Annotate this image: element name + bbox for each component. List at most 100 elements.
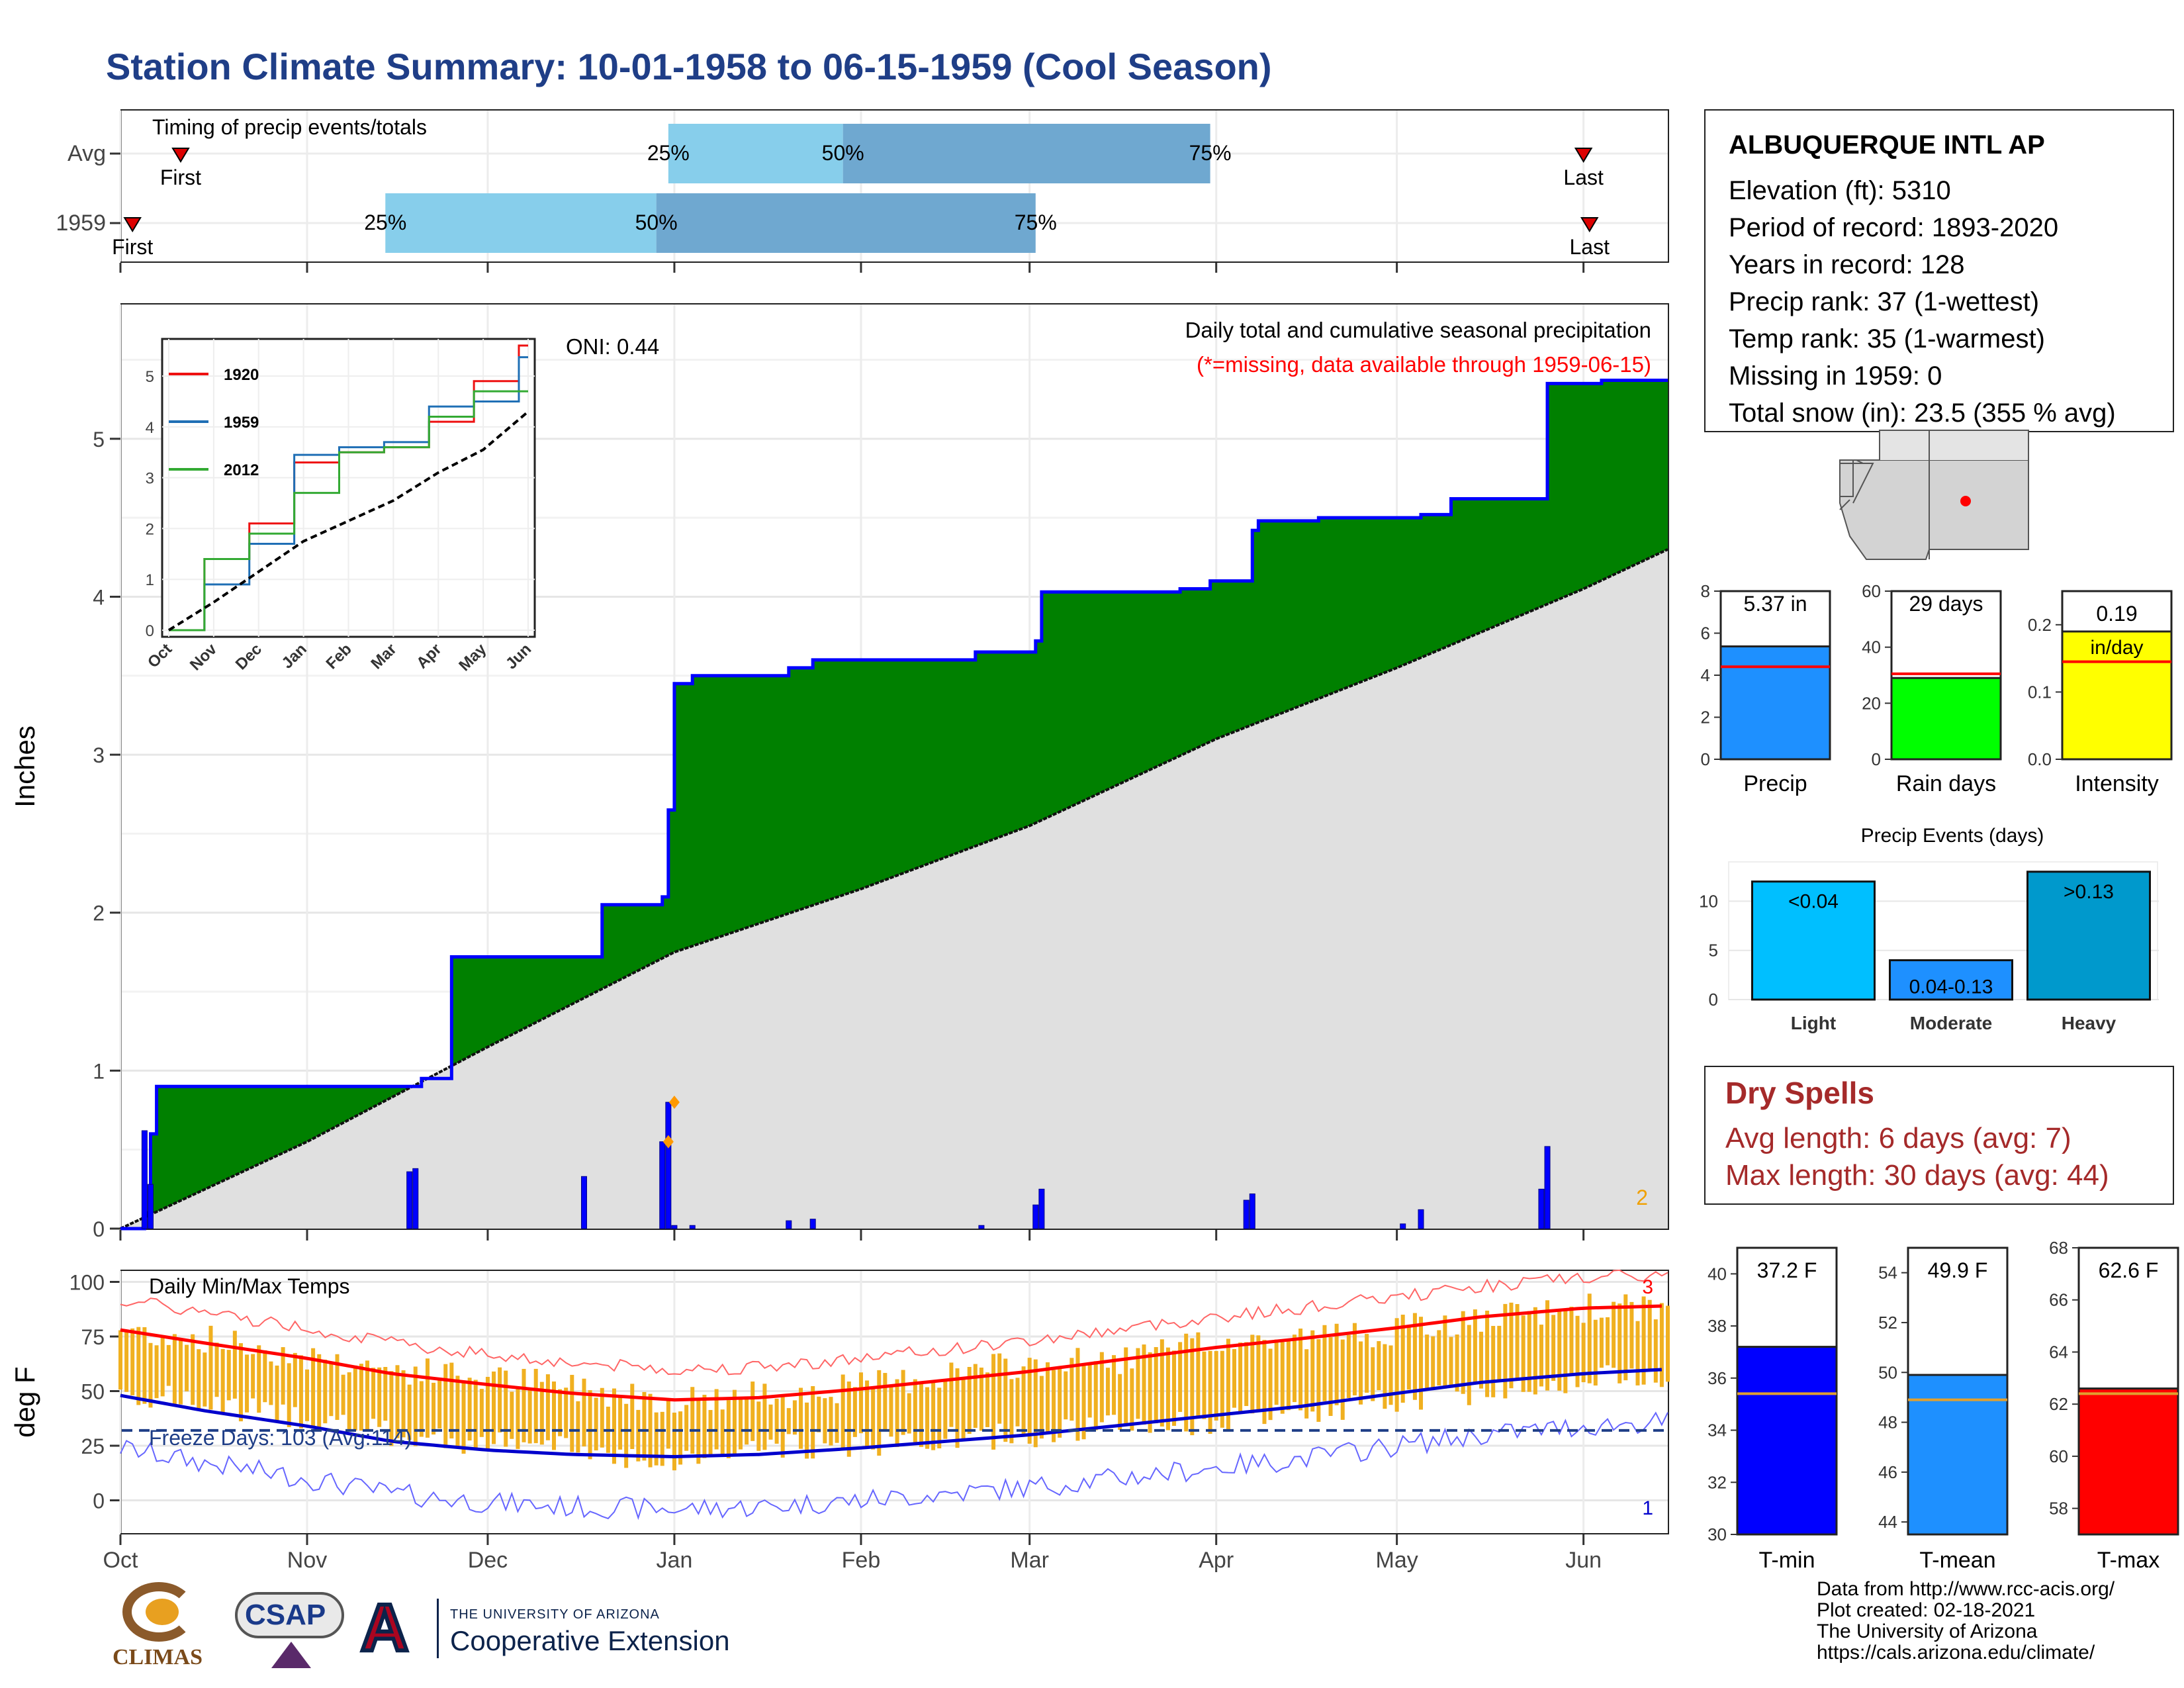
dry-spells-panel: Dry Spells Avg length: 6 days (avg: 7) M…: [1704, 1066, 2174, 1205]
dry-spells-avg: Avg length: 6 days (avg: 7): [1725, 1122, 2071, 1154]
station-snow: Total snow (in): 23.5 (355 % avg): [1729, 399, 2116, 428]
events-ytick-label: 0: [1709, 990, 1718, 1009]
temp-summary-value: 62.6 F: [2099, 1258, 2159, 1282]
ua-name: THE UNIVERSITY OF ARIZONA: [450, 1607, 660, 1622]
station-elevation: Elevation (ft): 5310: [1729, 176, 1951, 205]
month-tick-label: Jan: [657, 1548, 693, 1573]
temp-summary-frame: [1736, 1246, 1838, 1536]
month-tick-label: Mar: [1010, 1548, 1049, 1573]
summary-bar: [1890, 677, 2002, 761]
summary-bar: [1719, 645, 1831, 761]
climas-wordmark: CLIMAS: [113, 1645, 203, 1669]
state-outlines: [1839, 430, 2029, 560]
dry-spells-max: Max length: 30 days (avg: 44): [1725, 1159, 2109, 1192]
temp-summary-ytick-label: 36: [1707, 1368, 1727, 1388]
temp-ytick-label: 50: [81, 1380, 105, 1404]
csap-wordmark: CSAP: [245, 1599, 326, 1631]
ua-block-a-icon: A: [359, 1589, 410, 1667]
precip-event-bar: [1889, 959, 2013, 1001]
temp-ytick-label: 100: [69, 1271, 105, 1295]
month-tick-label: Feb: [842, 1548, 881, 1573]
timing-row-label: 1959: [56, 211, 106, 236]
precip-event-label: Moderate: [1910, 1013, 1992, 1033]
temp-summary-ytick-label: 40: [1707, 1264, 1727, 1284]
precip-ytick-label: 5: [93, 428, 105, 451]
events-ytick-label: 10: [1699, 891, 1718, 911]
summary-ytick-label: 8: [1701, 581, 1710, 601]
dry-spells-title: Dry Spells: [1725, 1076, 1874, 1110]
csap-cloud: [235, 1592, 344, 1638]
temp-chart-frame: [120, 1270, 1669, 1534]
temp-summary-ytick-label: 38: [1707, 1316, 1727, 1336]
university-of-arizona-logo: A THE UNIVERSITY OF ARIZONA Cooperative …: [359, 1589, 758, 1668]
station-name: ALBUQUERQUE INTL AP: [1729, 130, 2045, 160]
station-location-marker: [1960, 496, 1971, 506]
month-tick-label: May: [1376, 1548, 1418, 1573]
precip-ytick-label: 4: [93, 585, 105, 609]
summary-bar-label: Rain days: [1896, 771, 1996, 796]
precip-event-label: Light: [1791, 1013, 1836, 1033]
summary-ytick-label: 0.1: [2028, 682, 2052, 702]
summary-ytick-label: 0.2: [2028, 615, 2052, 635]
temp-summary-ytick-label: 54: [1878, 1263, 1897, 1283]
credit-line: Plot created: 02-18-2021: [1817, 1599, 2036, 1621]
precip-ytick-label: 0: [93, 1217, 105, 1241]
temp-summary-label: T-max: [2097, 1548, 2160, 1573]
temp-summary-ytick-label: 62: [2049, 1394, 2068, 1414]
temp-ytick-label: 25: [81, 1434, 105, 1458]
page-title: Station Climate Summary: 10-01-1958 to 0…: [106, 46, 1272, 87]
summary-ytick-label: 0: [1701, 749, 1710, 769]
climas-sun: [146, 1599, 179, 1625]
precip-event-value: >0.13: [2064, 881, 2114, 903]
csap-mountain: [271, 1642, 311, 1668]
summary-bar: [2061, 630, 2173, 761]
temp-summary-ytick-label: 30: [1707, 1524, 1727, 1544]
summary-ytick-label: 60: [1862, 581, 1881, 601]
precip-events-title: Precip Events (days): [1861, 825, 2044, 847]
month-tick-label: Nov: [287, 1548, 327, 1573]
temp-summary-value: 49.9 F: [1928, 1258, 1988, 1282]
station-years: Years in record: 128: [1729, 250, 1965, 279]
temp-summary-ytick-label: 52: [1878, 1313, 1897, 1333]
temp-summary-ytick-label: 58: [2049, 1499, 2068, 1519]
summary-bar-frame: [1719, 590, 1831, 761]
temp-summary-value: 37.2 F: [1757, 1258, 1817, 1282]
month-tick-label: Apr: [1199, 1548, 1234, 1573]
precip-events-plot: [1728, 861, 2158, 1000]
summary-value-label: 5.37 in: [1743, 592, 1807, 616]
summary-bar-frame: [1890, 590, 2002, 761]
temp-summary-frame: [2077, 1246, 2179, 1536]
summary-bar-label: Intensity: [2075, 771, 2159, 796]
station-missing: Missing in 1959: 0: [1729, 361, 1942, 391]
temp-ytick-label: 75: [81, 1325, 105, 1349]
temp-summary-ytick-label: 50: [1878, 1362, 1897, 1382]
credits: Data from http://www.rcc-acis.org/ Plot …: [1817, 1579, 2115, 1664]
precip-chart-frame: [120, 303, 1669, 1230]
precip-event-bar: [1751, 880, 1876, 1001]
temp-ytick-label: 0: [93, 1489, 105, 1513]
precip-event-bar: [2026, 870, 2151, 1001]
station-temp-rank: Temp rank: 35 (1-warmest): [1729, 324, 2045, 353]
temp-summary-ytick-label: 64: [2049, 1342, 2068, 1362]
ua-divider: [437, 1599, 439, 1658]
summary-value-label: 0.19: [2096, 602, 2137, 626]
temp-summary-ytick-label: 34: [1707, 1421, 1727, 1440]
precip-event-value: 0.04-0.13: [1909, 976, 1993, 998]
credit-line: https://cals.arizona.edu/climate/: [1817, 1642, 2095, 1664]
ua-cooperative-extension: Cooperative Extension: [450, 1625, 730, 1656]
temp-summary-ytick-label: 68: [2049, 1238, 2068, 1258]
climas-logo: CLIMAS: [109, 1579, 215, 1678]
summary-ytick-label: 0: [1872, 749, 1881, 769]
station-period: Period of record: 1893-2020: [1729, 213, 2059, 242]
credit-line: The University of Arizona: [1817, 1620, 2038, 1642]
station-precip-rank: Precip rank: 37 (1-wettest): [1729, 287, 2040, 316]
summary-ytick-label: 6: [1701, 624, 1710, 643]
precip-event-value: <0.04: [1788, 891, 1839, 913]
temp-summary-label: T-min: [1759, 1548, 1815, 1573]
temp-ylabel: deg F: [9, 1366, 40, 1437]
summary-ytick-label: 0.0: [2028, 749, 2052, 769]
temp-summary-ytick-label: 46: [1878, 1462, 1897, 1482]
events-ytick-label: 5: [1709, 941, 1718, 961]
temp-summary-bar: [2077, 1387, 2179, 1536]
timing-row-label: Avg: [68, 141, 106, 166]
